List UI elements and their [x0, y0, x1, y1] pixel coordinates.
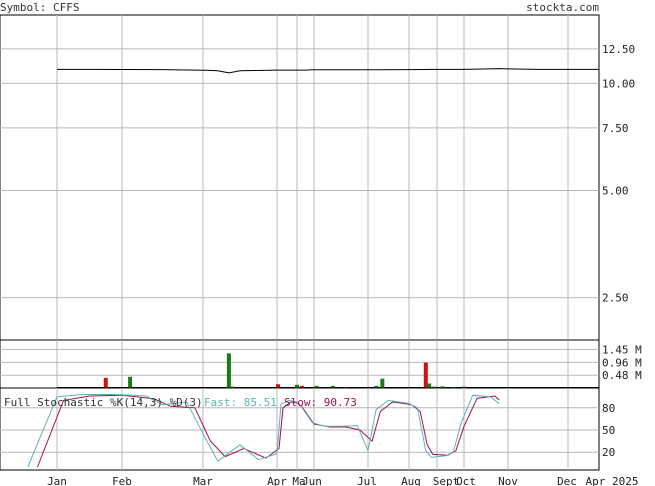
volume-grid: 1.45 M0.96 M0.48 M — [0, 340, 642, 388]
volume-bar — [226, 353, 231, 388]
price-panel — [0, 14, 600, 341]
volume-bar — [380, 378, 385, 388]
x-tick-label: Dec — [557, 475, 577, 486]
slow-line — [37, 394, 500, 468]
volume-bar — [427, 383, 432, 388]
volume-bar — [374, 385, 379, 388]
stochastic-tick-label: 80 — [602, 402, 615, 415]
fast-line — [27, 394, 500, 468]
volume-bar — [432, 386, 437, 388]
volume-panel — [0, 339, 600, 389]
price-tick-label: 10.00 — [602, 77, 635, 90]
x-tick-label: Sept — [433, 475, 460, 486]
fast-label: Fast: 85.51 — [204, 396, 277, 409]
volume-bar — [103, 377, 108, 388]
stochastic-layer — [27, 394, 500, 468]
volume-bar — [276, 384, 280, 388]
price-line — [57, 68, 599, 74]
stochastic-title: Full Stochastic %K(14,3) %D(3) — [4, 396, 203, 409]
volume-bar — [128, 376, 133, 388]
x-tick-label: Nov — [498, 475, 518, 486]
x-tick-label: Oct — [456, 475, 476, 486]
x-tick-label: Mar — [193, 475, 213, 486]
stochastic-tick-label: 20 — [602, 446, 615, 459]
x-tick-label: Feb — [112, 475, 132, 486]
stochastic-panel — [0, 387, 600, 471]
x-tick-label: Aug — [401, 475, 421, 486]
price-tick-label: 5.00 — [602, 184, 629, 197]
volume-bar — [462, 386, 466, 388]
price-tick-label: 12.50 — [602, 43, 635, 56]
volume-bar — [295, 384, 299, 388]
volume-bar — [330, 385, 335, 388]
price-tick-label: 7.50 — [602, 122, 629, 135]
site-name[interactable]: stockta.com — [526, 1, 599, 14]
x-tick-label: Apr — [267, 475, 287, 486]
x-tick-label: Jul — [357, 475, 377, 486]
x-tick-label: Jun — [302, 475, 322, 486]
x-tick-label: Jan — [47, 475, 67, 486]
stochastic-grid: 80 50 20 — [0, 388, 615, 470]
volume-bar — [230, 386, 235, 388]
price-tick-label: 2.50 — [602, 292, 629, 305]
symbol-label: Symbol: CFFS — [0, 1, 79, 14]
volume-tick-label: 0.48 M — [602, 369, 642, 382]
price-layer — [57, 68, 599, 74]
volume-bar — [314, 385, 319, 388]
volume-tick-label: 0.96 M — [602, 356, 642, 369]
volume-tick-label: 1.45 M — [602, 343, 642, 356]
volume-bar — [423, 362, 428, 388]
x-tick-label: Ma — [292, 475, 305, 486]
volume-bar — [300, 385, 305, 388]
volume-bar — [344, 386, 349, 388]
stochastic-tick-label: 50 — [602, 424, 615, 437]
volume-bar — [440, 386, 445, 388]
volume-bar — [451, 386, 456, 388]
slow-label: Slow: 90.73 — [284, 396, 357, 409]
x-tick-label: Apr 2025 — [586, 475, 639, 486]
